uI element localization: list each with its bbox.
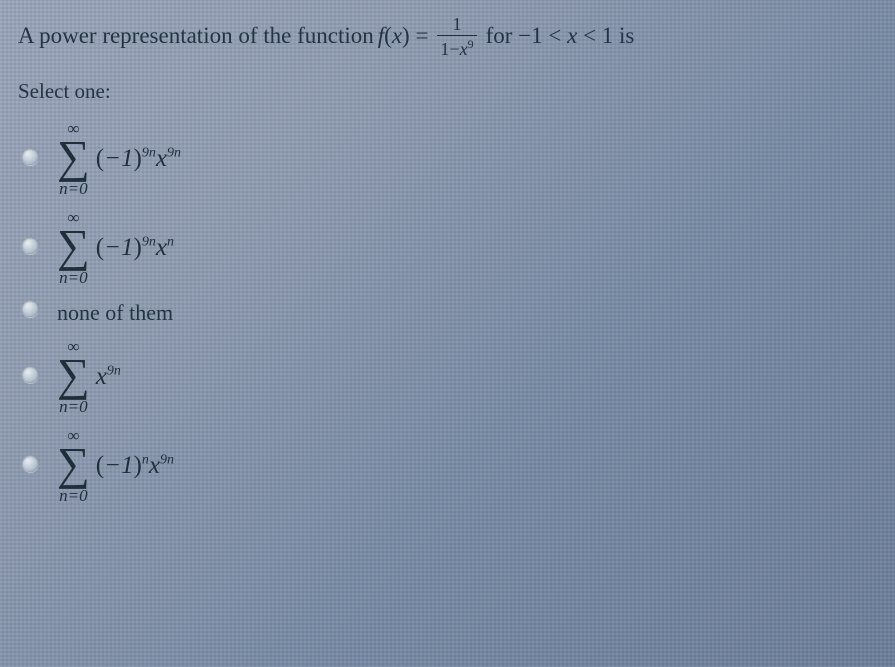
radio-icon[interactable] (22, 148, 39, 165)
question-fraction: 1 1−x9 (437, 14, 476, 59)
question-tail: for −1 < x < 1 is (486, 20, 635, 52)
radio-icon[interactable] (22, 300, 39, 317)
option-d-expression: ∞ ∑ n=0 x9n (57, 338, 121, 415)
option-d[interactable]: ∞ ∑ n=0 x9n (18, 332, 877, 421)
question-lead: A power representation of the function (18, 20, 374, 52)
sigma-lower: n=0 (59, 180, 87, 197)
sigma-symbol: ∑ (57, 137, 90, 176)
sigma-symbol: ∑ (57, 226, 90, 265)
fraction-denominator: 1−x9 (437, 35, 476, 59)
option-b[interactable]: ∞ ∑ n=0 (−1)9nxn (18, 203, 877, 292)
option-b-expression: ∞ ∑ n=0 (−1)9nxn (57, 209, 174, 286)
sigma-block: ∞ ∑ n=0 (57, 120, 90, 197)
fraction-numerator: 1 (450, 14, 465, 35)
option-a[interactable]: ∞ ∑ n=0 (−1)9nx9n (18, 114, 877, 203)
sigma-lower: n=0 (59, 269, 87, 286)
question-func-lhs: f(x) = (378, 20, 429, 52)
option-d-term: x9n (94, 364, 121, 389)
sigma-lower: n=0 (59, 487, 87, 504)
option-e-term: (−1)nx9n (94, 453, 174, 478)
radio-icon[interactable] (22, 237, 39, 254)
radio-icon[interactable] (22, 366, 39, 383)
option-c[interactable]: none of them (18, 292, 877, 332)
select-one-prompt: Select one: (18, 79, 877, 104)
question-text: A power representation of the function f… (18, 14, 877, 59)
sigma-block: ∞ ∑ n=0 (57, 209, 90, 286)
sigma-lower: n=0 (59, 398, 87, 415)
option-e[interactable]: ∞ ∑ n=0 (−1)nx9n (18, 421, 877, 510)
sigma-block: ∞ ∑ n=0 (57, 427, 90, 504)
option-a-term: (−1)9nx9n (94, 146, 181, 171)
option-b-term: (−1)9nxn (94, 235, 174, 260)
sigma-block: ∞ ∑ n=0 (57, 338, 90, 415)
option-c-text: none of them (57, 298, 173, 326)
radio-icon[interactable] (22, 455, 39, 472)
sigma-symbol: ∑ (57, 355, 90, 394)
answer-options: ∞ ∑ n=0 (−1)9nx9n ∞ ∑ n=0 (−1)9n (18, 114, 877, 510)
option-a-expression: ∞ ∑ n=0 (−1)9nx9n (57, 120, 181, 197)
sigma-symbol: ∑ (57, 444, 90, 483)
option-e-expression: ∞ ∑ n=0 (−1)nx9n (57, 427, 174, 504)
